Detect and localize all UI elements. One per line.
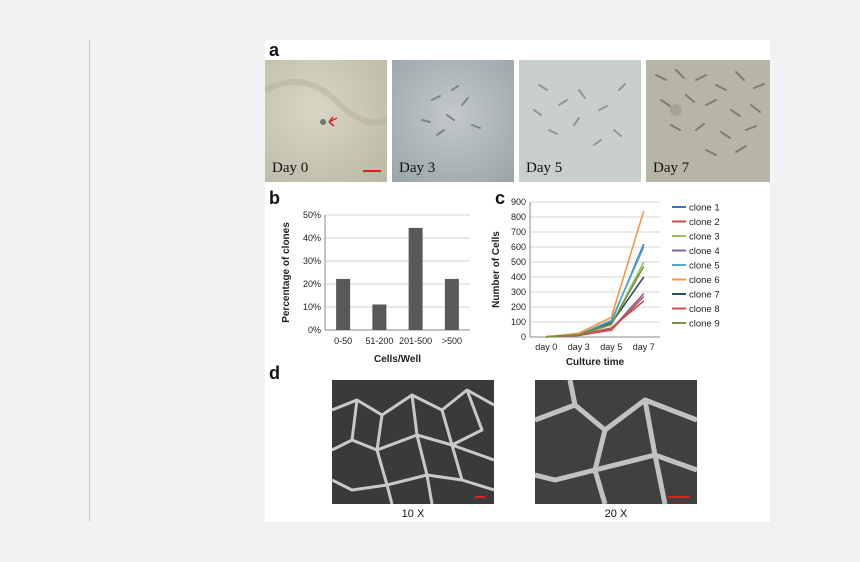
x-tick-label: >500: [442, 336, 462, 346]
y-tick-label: 300: [511, 287, 526, 297]
legend-label: clone 5: [689, 261, 720, 272]
day-7-texture: [646, 60, 770, 182]
series-line-clone-9: [546, 266, 645, 338]
day-5-texture: [519, 60, 641, 182]
y-tick-label: 600: [511, 242, 526, 252]
bar: [372, 304, 387, 330]
y-tick-label: 700: [511, 227, 526, 237]
panel-b-letter: b: [269, 188, 280, 208]
caption-10x: 10 X: [401, 508, 425, 520]
legend-label: clone 8: [689, 304, 720, 315]
legend-label: clone 3: [689, 232, 720, 243]
series-line-clone-6: [546, 210, 645, 338]
arrow-icon: [328, 116, 338, 127]
single-cell: [320, 119, 326, 125]
y-tick-label: 10%: [303, 302, 321, 312]
day-3-micrograph: Day 3: [392, 60, 514, 182]
y-tick-label: 20%: [303, 279, 321, 289]
y-tick-label: 0%: [308, 325, 321, 335]
x-axis-label: Culture time: [566, 357, 625, 368]
x-axis-label: Cells/Well: [374, 354, 421, 365]
left-margin-rule: [89, 40, 90, 522]
bar: [408, 227, 423, 330]
y-axis-label: Percentage of clones: [281, 222, 292, 323]
day-label: Day 3: [399, 160, 436, 176]
tube-formation-20x: [535, 380, 697, 504]
y-axis-label: Number of Cells: [491, 231, 502, 308]
x-tick-label: day 3: [568, 342, 590, 352]
day-3-texture: [392, 60, 514, 182]
day-0-micrograph: Day 0: [265, 60, 387, 182]
panel-d-letter: d: [269, 363, 280, 383]
tube-network-20x: [535, 380, 697, 504]
y-tick-label: 40%: [303, 233, 321, 243]
y-tick-label: 100: [511, 317, 526, 327]
x-tick-label: day 5: [600, 342, 622, 352]
panel-a-letter: a: [269, 40, 280, 60]
bar: [444, 278, 459, 330]
x-tick-label: 51-200: [365, 336, 393, 346]
y-tick-label: 50%: [303, 210, 321, 220]
day-label: Day 0: [272, 160, 309, 176]
legend-label: clone 1: [689, 203, 720, 214]
tube-network-10x: [332, 380, 494, 504]
day-0-texture: [265, 60, 387, 182]
caption-20x: 20 X: [604, 508, 628, 520]
series-line-clone-2: [546, 300, 645, 338]
y-tick-label: 30%: [303, 256, 321, 266]
tube-formation-10x: [332, 380, 494, 504]
figure: a Day 0: [265, 40, 770, 522]
x-tick-label: 0-50: [334, 336, 352, 346]
line-chart: 0 100 200 300 400 500 600 700 800 900 day 0 day 3 da…: [491, 197, 720, 368]
legend-label: clone 9: [689, 319, 720, 330]
panel-c-letter: c: [495, 188, 506, 208]
y-tick-label: 200: [511, 302, 526, 312]
legend-label: clone 4: [689, 246, 720, 257]
day-label: Day 5: [526, 160, 563, 176]
legend-label: clone 2: [689, 217, 720, 228]
day-7-micrograph: Day 7: [646, 60, 770, 182]
y-tick-label: 800: [511, 212, 526, 222]
scale-bar: [363, 170, 381, 172]
x-tick-label: 201-500: [399, 336, 432, 346]
day-label: Day 7: [653, 160, 690, 176]
day-5-micrograph: Day 5: [519, 60, 641, 182]
x-tick-label: day 0: [535, 342, 557, 352]
scale-bar: [475, 496, 485, 498]
y-tick-label: 900: [511, 197, 526, 207]
y-tick-label: 400: [511, 272, 526, 282]
scale-bar: [668, 496, 690, 498]
x-tick-label: day 7: [633, 342, 655, 352]
legend-label: clone 7: [689, 290, 720, 301]
legend-label: clone 6: [689, 275, 720, 286]
y-tick-label: 500: [511, 257, 526, 267]
bar-chart: 0% 10% 20% 30% 40% 50% 0-50 51-200 201-500 >500 Ce…: [281, 210, 470, 365]
y-tick-label: 0: [521, 332, 526, 342]
bar: [336, 278, 351, 330]
